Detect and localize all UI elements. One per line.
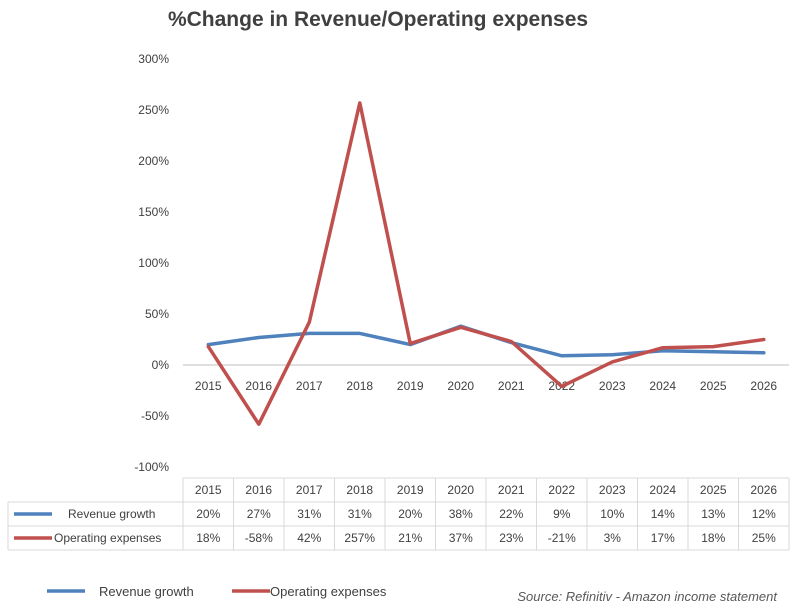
table-value-cell: 12% [752, 507, 776, 521]
table-row-label: Operating expenses [54, 531, 161, 545]
x-tick-label: 2025 [700, 379, 727, 393]
y-tick-label: -100% [134, 460, 169, 474]
table-value-cell: 13% [701, 507, 725, 521]
table-value-cell: 18% [701, 531, 725, 545]
table-value-cell: 23% [499, 531, 523, 545]
y-axis: 300% 250% 200% 150% 100% 50% 0% -50% -100% [134, 52, 169, 474]
table-value-cell: 257% [344, 531, 375, 545]
x-tick-label: 2017 [296, 379, 323, 393]
table-value-cell: -21% [548, 531, 576, 545]
series-lines [206, 101, 766, 426]
table-header-cell: 2020 [447, 483, 474, 497]
table-header-cell: 2024 [649, 483, 676, 497]
table-value-cell: 25% [752, 531, 776, 545]
table-header-cell: 2015 [195, 483, 222, 497]
table-value-cell: 42% [297, 531, 321, 545]
table-value-cell: 37% [449, 531, 473, 545]
x-tick-label: 2018 [346, 379, 373, 393]
table-value-cell: 31% [348, 507, 372, 521]
y-tick-label: 250% [138, 103, 169, 117]
x-tick-label: 2020 [447, 379, 474, 393]
table-header-cell: 2016 [245, 483, 272, 497]
legend: Revenue growth Operating expenses [47, 584, 387, 599]
x-tick-label: 2023 [599, 379, 626, 393]
table-value-cell: 14% [651, 507, 675, 521]
y-tick-label: 50% [145, 307, 169, 321]
legend-label: Operating expenses [270, 584, 387, 599]
table-value-cell: 20% [398, 507, 422, 521]
series-line-1 [206, 101, 766, 426]
x-tick-label: 2019 [397, 379, 424, 393]
table-header-cell: 2019 [397, 483, 424, 497]
x-tick-label: 2024 [649, 379, 676, 393]
x-tick-label: 2015 [195, 379, 222, 393]
table-value-cell: 10% [600, 507, 624, 521]
table-value-cell: 22% [499, 507, 523, 521]
table-value-cell: 17% [651, 531, 675, 545]
x-tick-label: 2021 [498, 379, 525, 393]
table-header-cell: 2022 [548, 483, 575, 497]
table-value-cell: 27% [247, 507, 271, 521]
table-row-label: Revenue growth [68, 507, 155, 521]
y-tick-label: 150% [138, 205, 169, 219]
y-tick-label: -50% [141, 409, 169, 423]
table-value-cell: 31% [297, 507, 321, 521]
source-note: Source: Refinitiv - Amazon income statem… [517, 589, 778, 604]
table-header-cell: 2017 [296, 483, 323, 497]
table-value-cell: 21% [398, 531, 422, 545]
data-table: 2015 2016 2017 2018 2019 2020 2021 2022 2023 2024… [7, 477, 790, 551]
table-header-cell: 2026 [750, 483, 777, 497]
chart-title: %Change in Revenue/Operating expenses [168, 8, 588, 31]
y-tick-label: 200% [138, 154, 169, 168]
y-tick-label: 300% [138, 52, 169, 66]
y-tick-label: 0% [152, 358, 170, 372]
legend-label: Revenue growth [99, 584, 194, 599]
table-value-cell: 20% [196, 507, 220, 521]
table-value-cell: 38% [449, 507, 473, 521]
x-tick-label: 2026 [750, 379, 777, 393]
table-value-cell: 18% [196, 531, 220, 545]
table-value-cell: 9% [553, 507, 571, 521]
table-header-cell: 2021 [498, 483, 525, 497]
table-value-cell: 3% [604, 531, 622, 545]
x-tick-label: 2016 [245, 379, 272, 393]
x-axis: 2015 2016 2017 2018 2019 2020 2021 2022 2023 2024… [183, 364, 789, 393]
y-tick-label: 100% [138, 256, 169, 270]
table-header-cell: 2018 [346, 483, 373, 497]
table-header-cell: 2025 [700, 483, 727, 497]
series-line-0 [206, 324, 766, 358]
table-header-cell: 2023 [599, 483, 626, 497]
table-value-cell: -58% [245, 531, 273, 545]
